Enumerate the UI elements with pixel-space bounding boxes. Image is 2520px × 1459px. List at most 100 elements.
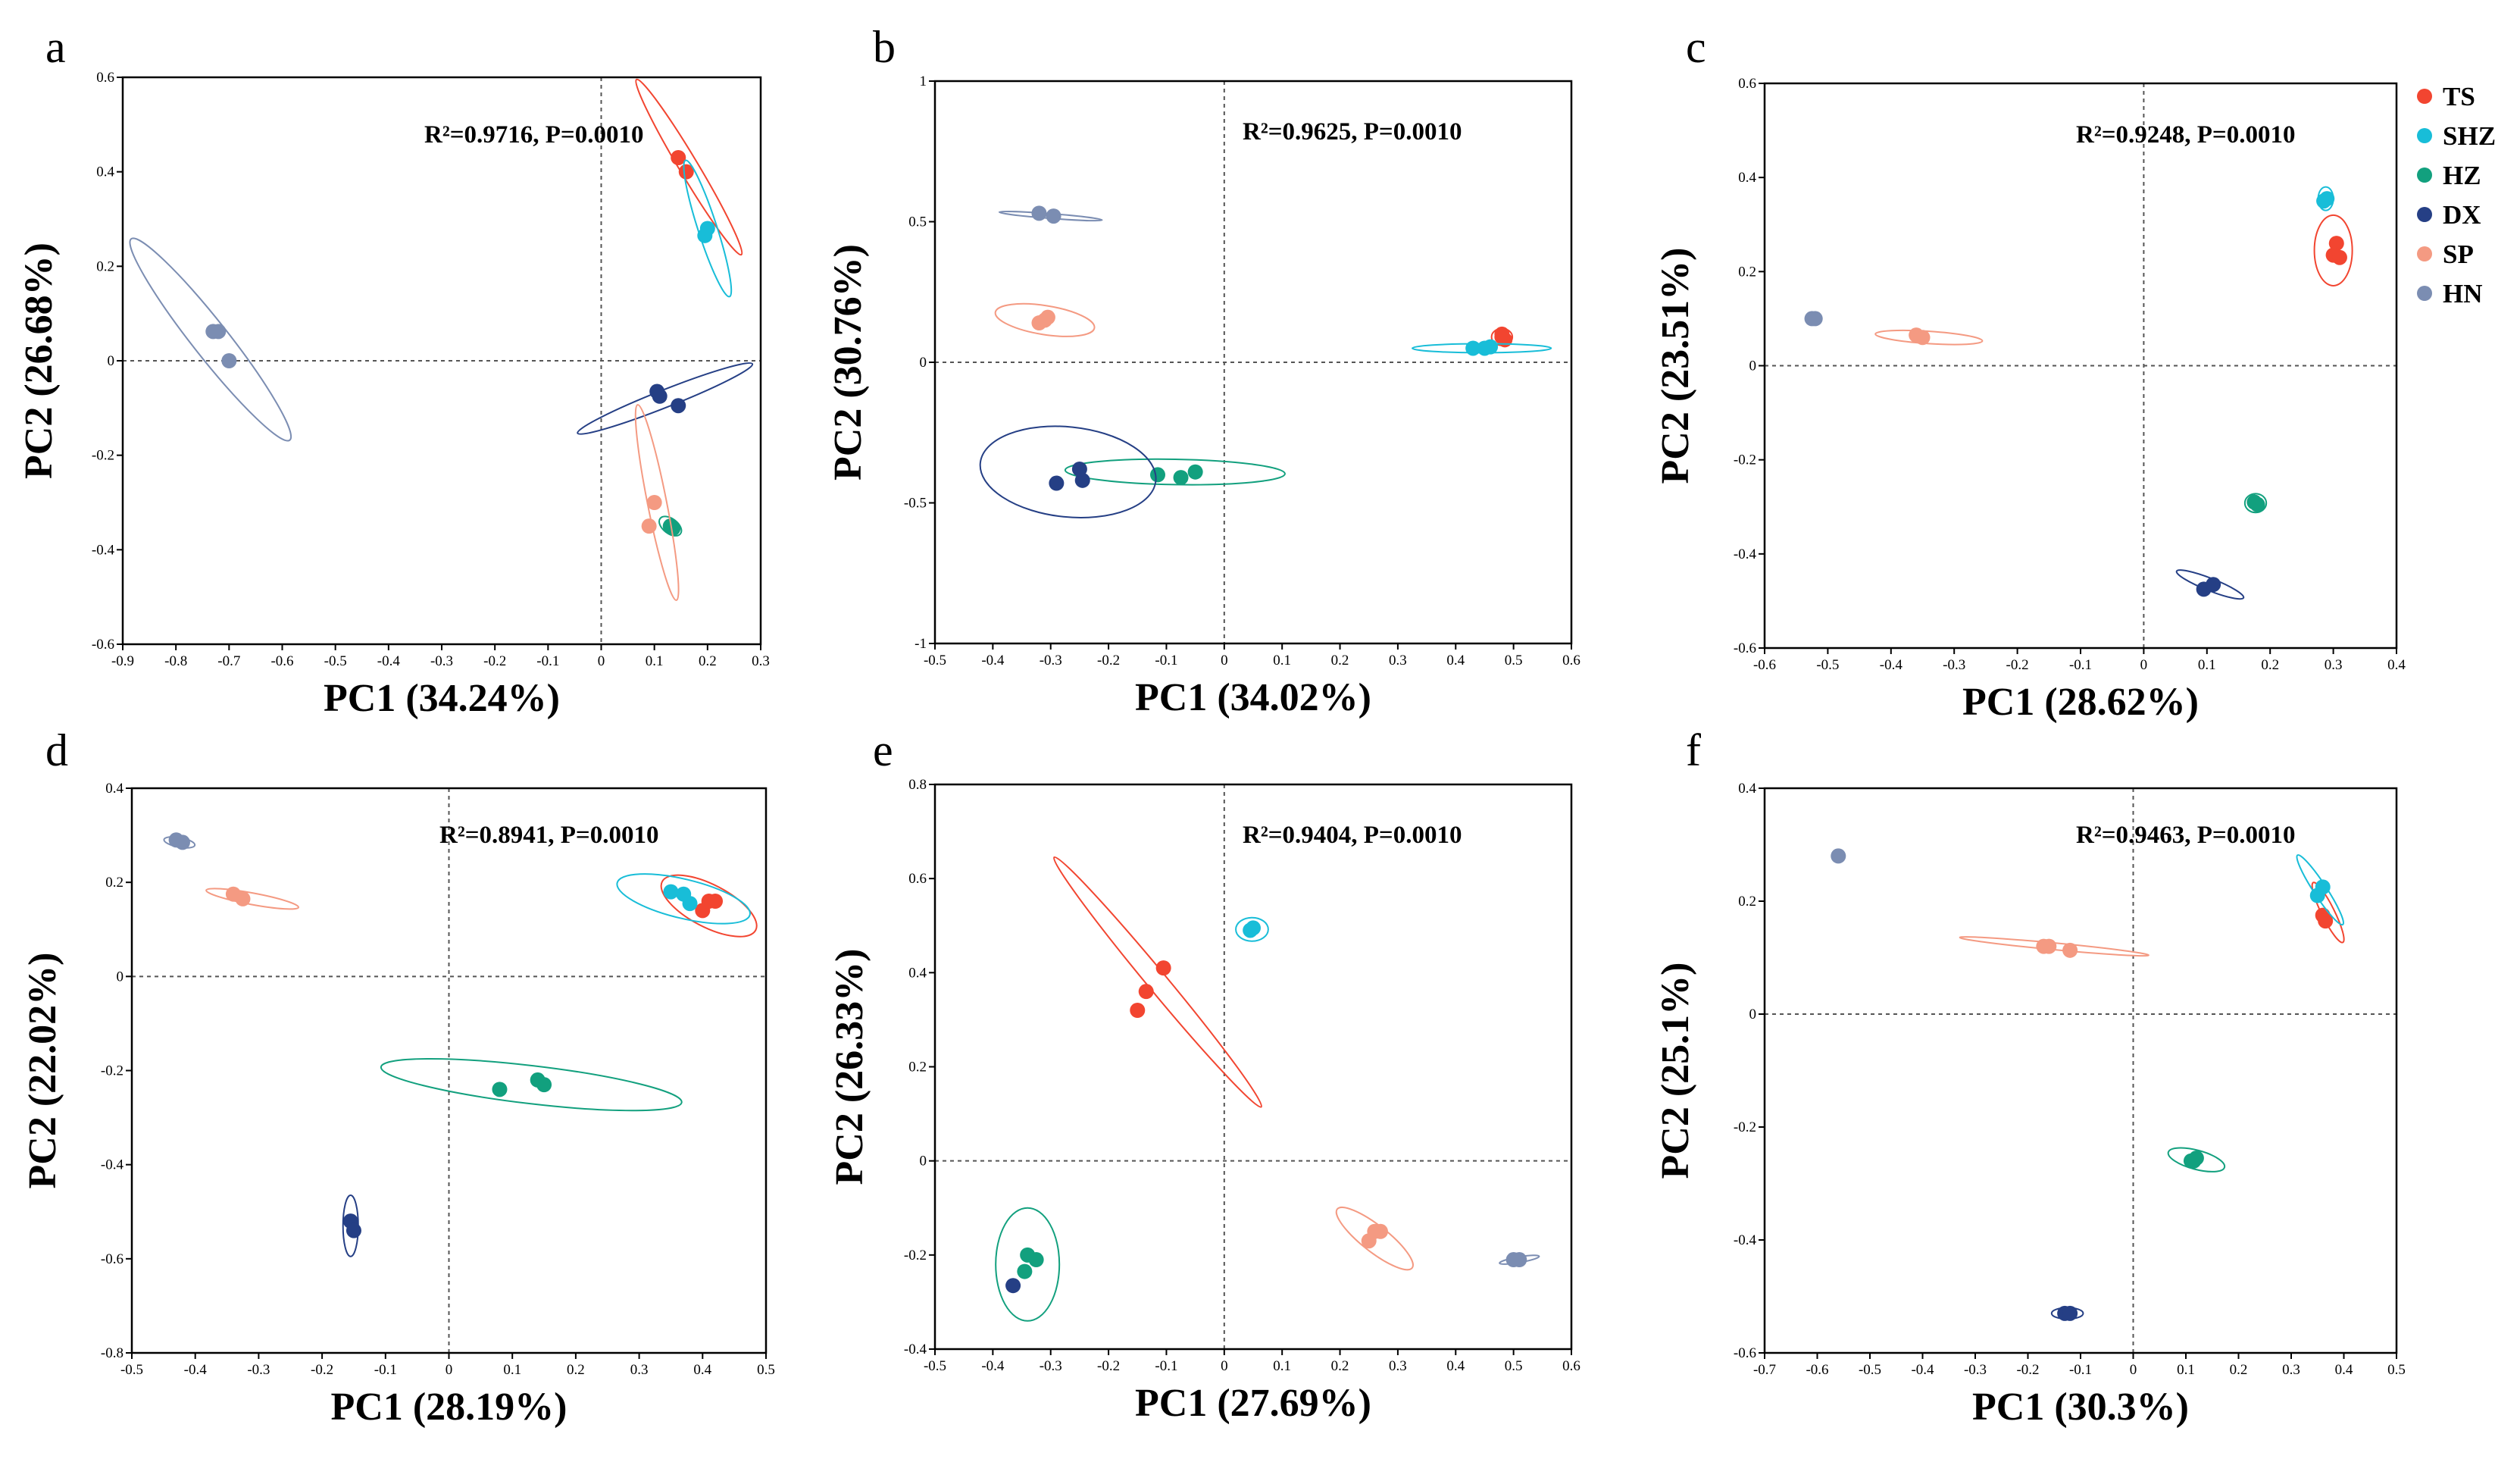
confidence-ellipse-hz [2167, 1147, 2226, 1173]
stats-annotation: R²=0.9625, P=0.0010 [1243, 118, 1462, 146]
x-tick-label: 0.4 [1446, 1358, 1465, 1374]
panel-e: e-0.5 -0.4 -0.3 -0.2 -0.1 0 0.1 0.2 0.3 0.4 0.5 0.6… [828, 725, 1580, 1425]
confidence-ellipse-dx [979, 425, 1157, 518]
y-axis-title: PC2 (25.1%) [1654, 963, 1697, 1179]
x-axis-title: PC1 (27.69%) [1135, 1382, 1371, 1425]
y-tick-label: -0.6 [92, 637, 114, 653]
series-dx [1005, 1278, 1021, 1294]
y-tick-label: -0.2 [101, 1063, 123, 1079]
data-point-ts [1130, 1003, 1146, 1018]
x-tick-label: 0.2 [2230, 1362, 2248, 1378]
data-point-ts [701, 894, 717, 909]
data-point-sp [2041, 938, 2057, 954]
series-hn [1499, 1252, 1540, 1268]
x-tick-label: -0.4 [377, 653, 401, 669]
panel-a: a -0.9 -0.8 -0.7 -0.6 -0.5 -0.4 -0.3 -0.2 -0.1 0 0.… [17, 22, 770, 720]
x-tick-label: 0.5 [1505, 653, 1523, 668]
series-hz [2243, 493, 2268, 514]
y-tick-label: 0.4 [96, 164, 114, 180]
data-point-ts [2331, 249, 2347, 265]
data-point-hz [665, 521, 681, 537]
x-tick-label: -0.3 [1964, 1362, 1987, 1378]
x-tick-label: -0.9 [111, 653, 134, 669]
panel-letter: d [45, 725, 68, 775]
y-tick-label: -0.4 [904, 1342, 927, 1357]
x-tick-label: 0.1 [503, 1362, 521, 1378]
series-ts [660, 874, 758, 938]
x-tick-label: -0.1 [374, 1362, 397, 1378]
panel-letter: a [45, 22, 66, 72]
confidence-ellipse-hz [380, 1058, 683, 1112]
series-sp [1335, 1206, 1414, 1271]
x-tick-label: -0.7 [217, 653, 240, 669]
x-axis-title: PC1 (34.02%) [1135, 676, 1371, 719]
data-point-hz [2186, 1153, 2202, 1169]
panel-b: b -0.5 -0.4 -0.3 -0.2 -0.1 0 0.1 0.2 0.3 0.4 0.5 0.6… [827, 22, 1580, 719]
confidence-ellipse-ts [2313, 214, 2353, 286]
panel-letter: c [1686, 22, 1706, 72]
series-sp [994, 302, 1096, 337]
x-tick-label: 0.4 [2387, 657, 2406, 673]
x-axis-title: PC1 (30.3%) [1972, 1385, 2189, 1429]
confidence-ellipse-shz [616, 873, 751, 925]
x-tick-label: 0.3 [630, 1362, 649, 1378]
x-tick-label: -0.5 [924, 1358, 946, 1374]
series-hz [380, 1058, 683, 1112]
legend-marker-hn [2417, 286, 2432, 301]
y-tick-label: -0.6 [1734, 640, 1756, 656]
x-tick-label: -0.3 [247, 1362, 270, 1378]
series-hn [1831, 848, 1846, 864]
x-tick-label: 0 [1221, 1358, 1228, 1374]
x-tick-label: -0.4 [184, 1362, 208, 1378]
data-point-hn [1031, 205, 1047, 221]
data-point-dx [345, 1223, 361, 1238]
data-point-hn [211, 324, 227, 340]
data-point-ts [678, 164, 694, 180]
data-point-hz [1173, 470, 1189, 486]
x-tick-label: -0.1 [536, 653, 559, 669]
y-tick-label: -0.2 [1734, 1119, 1756, 1135]
x-tick-label: -0.5 [1816, 657, 1839, 673]
x-tick-label: -0.3 [1943, 657, 1965, 673]
data-point-ts [1494, 329, 1510, 345]
data-point-shz [663, 884, 679, 900]
x-tick-label: 0.4 [1446, 653, 1465, 668]
confidence-ellipse-shz [1235, 916, 1269, 942]
x-tick-label: -0.2 [2006, 657, 2029, 673]
x-tick-label: -0.3 [1040, 1358, 1062, 1374]
y-tick-label: 0.4 [908, 965, 927, 981]
series-hz [2167, 1147, 2226, 1173]
series-ts [635, 78, 743, 256]
y-tick-label: 0.2 [908, 1060, 927, 1075]
confidence-ellipse-sp [1874, 329, 1984, 346]
data-point-dx [2062, 1305, 2078, 1321]
x-tick-label: -0.1 [2069, 657, 2092, 673]
x-tick-label: -0.5 [1859, 1362, 1881, 1378]
x-tick-label: 0.2 [699, 653, 717, 669]
series-hn [163, 832, 196, 850]
series-shz [1235, 916, 1269, 942]
data-point-hz [492, 1082, 508, 1097]
stats-annotation: R²=0.9404, P=0.0010 [1243, 822, 1462, 849]
panel-d: d -0.5 -0.4 -0.3 -0.2 -0.1 0 0.1 0.2 0.3 0.4 0.5 -0.… [21, 725, 775, 1429]
confidence-ellipse-ts [660, 874, 758, 938]
series-hn [129, 237, 292, 442]
x-tick-label: 0 [2130, 1362, 2137, 1378]
legend-marker-shz [2417, 128, 2432, 143]
x-tick-label: 0.1 [2177, 1362, 2195, 1378]
series-ts [2313, 214, 2353, 286]
data-point-ts [2318, 913, 2334, 929]
panel-letter: f [1686, 725, 1701, 775]
series-ts [1052, 856, 1263, 1108]
x-axis-title: PC1 (34.24%) [324, 677, 560, 720]
y-tick-label: 0.6 [96, 70, 114, 86]
confidence-ellipse-shz [683, 159, 733, 298]
x-tick-label: -0.4 [1880, 657, 1903, 673]
data-point-shz [2319, 191, 2335, 207]
confidence-ellipse-sp [994, 302, 1096, 337]
x-tick-label: -0.5 [324, 653, 347, 669]
x-tick-label: -0.6 [1806, 1362, 1828, 1378]
x-tick-label: -0.3 [430, 653, 453, 669]
x-tick-label: 0.4 [2335, 1362, 2353, 1378]
y-tick-label: 0.4 [1738, 170, 1756, 186]
